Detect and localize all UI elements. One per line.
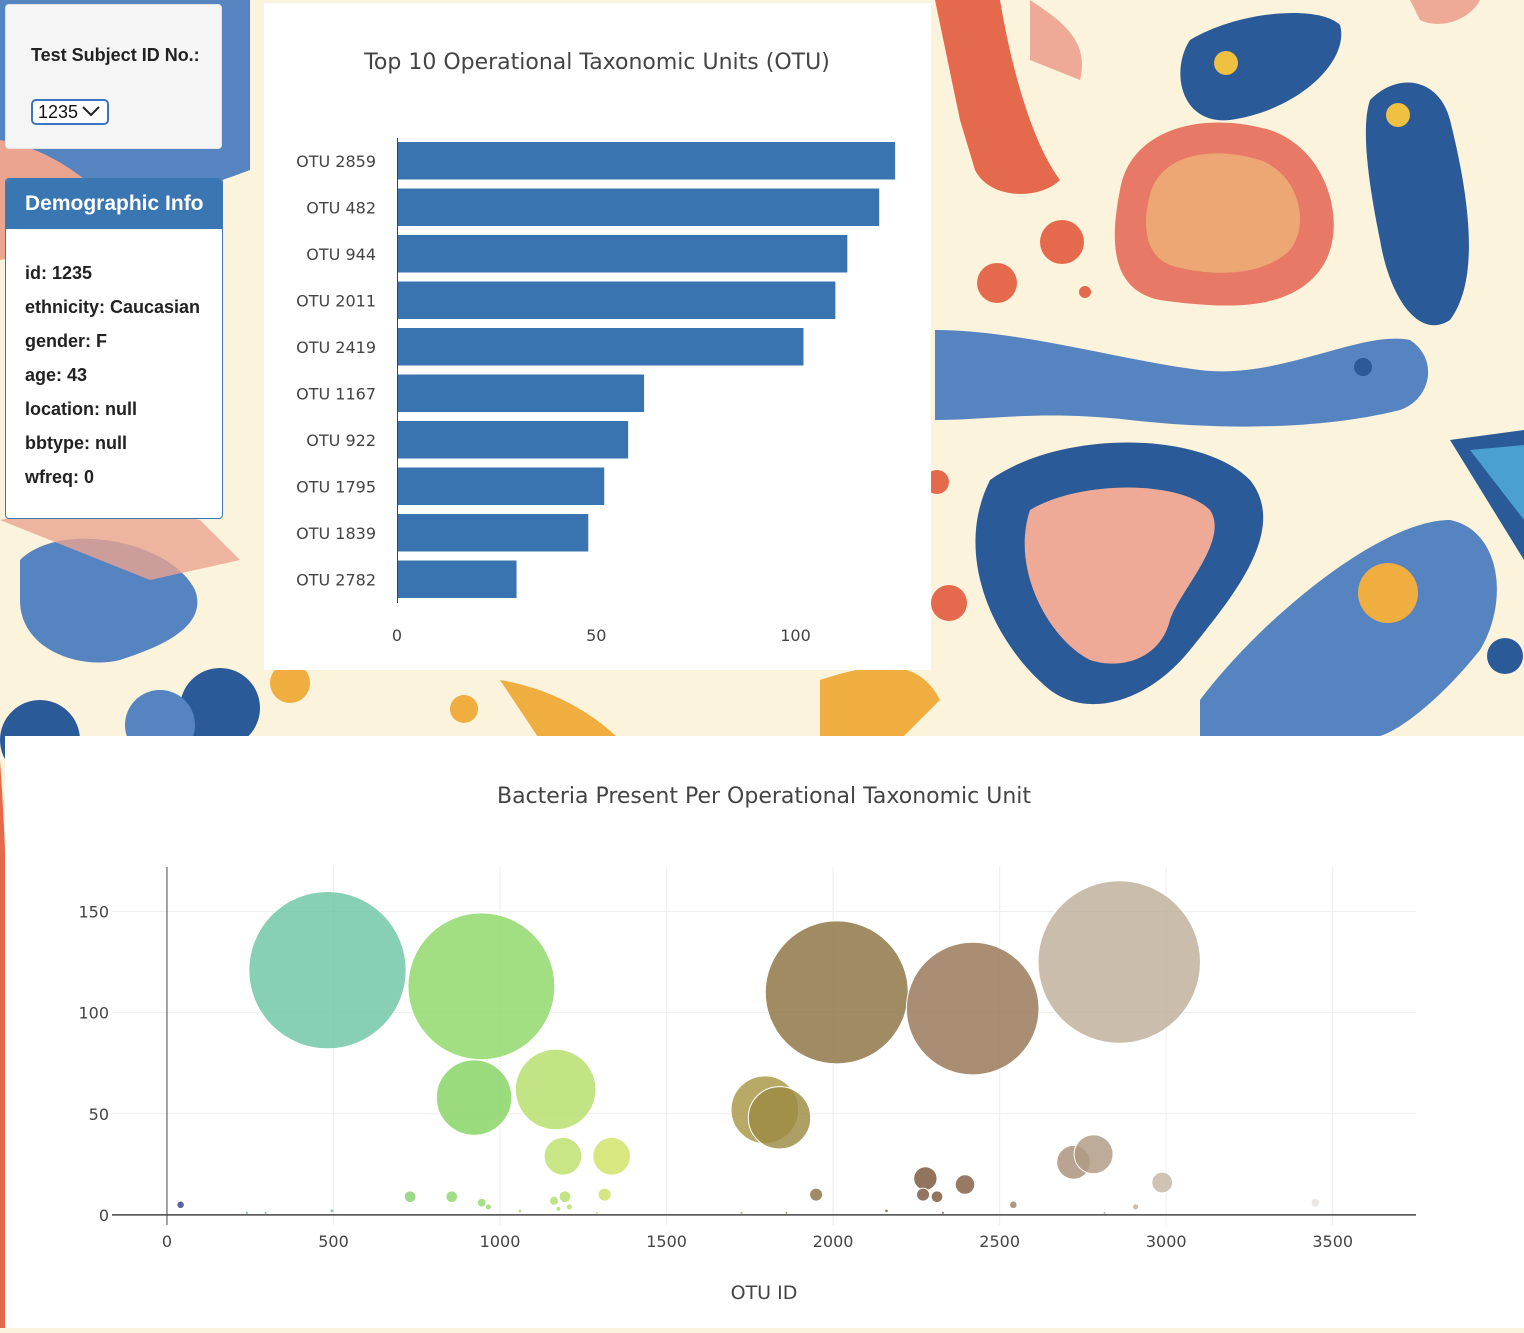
- bubble-otu-965[interactable]: [485, 1204, 491, 1210]
- bar-otu-2782[interactable]: [397, 560, 517, 599]
- bubble-otu-2270[interactable]: [916, 1187, 931, 1202]
- bubble-otu-482[interactable]: [248, 891, 407, 1050]
- bubble-otu-855[interactable]: [445, 1190, 459, 1204]
- bar-x-tick-label: 100: [780, 626, 811, 645]
- bar-category-label: OTU 482: [306, 198, 376, 217]
- bubble-otu-1162[interactable]: [548, 1195, 560, 1206]
- bar-otu-2419[interactable]: [397, 328, 804, 366]
- bar-otu-1839[interactable]: [397, 514, 589, 552]
- bar-category-label: OTU 1839: [296, 524, 376, 543]
- bar-category-label: OTU 2011: [296, 291, 376, 310]
- bar-category-label: OTU 922: [306, 431, 376, 450]
- top-otu-bar-chart-panel: Top 10 Operational Taxonomic Units (OTU)…: [264, 3, 931, 670]
- bubble-otu-1195[interactable]: [558, 1190, 572, 1204]
- bar-category-label: OTU 2782: [296, 570, 376, 589]
- bubble-otu-1291[interactable]: [595, 1211, 598, 1214]
- bubble-x-tick-label: 0: [162, 1232, 172, 1251]
- bubble-otu-1189[interactable]: [543, 1136, 583, 1176]
- bar-otu-944[interactable]: [397, 235, 848, 273]
- bubble-otu-1208[interactable]: [566, 1204, 572, 1210]
- bubble-otu-1175[interactable]: [556, 1206, 561, 1211]
- bubble-otu-2988[interactable]: [1151, 1171, 1174, 1194]
- bubble-otu-240[interactable]: [245, 1211, 248, 1214]
- bar-category-label: OTU 1795: [296, 477, 376, 496]
- bar-category-label: OTU 2859: [296, 152, 376, 171]
- bubble-y-tick-label: 0: [99, 1206, 109, 1225]
- bar-category-label: OTU 944: [306, 245, 376, 264]
- selected-subject-id: 1235: [38, 101, 79, 122]
- demographic-info-heading: Demographic Info: [6, 179, 222, 229]
- bubble-otu-1725[interactable]: [740, 1211, 743, 1214]
- bubble-otu-2419[interactable]: [905, 941, 1040, 1076]
- bar-otu-1167[interactable]: [397, 374, 645, 413]
- bubble-x-tick-label: 1000: [480, 1232, 521, 1251]
- bubble-otu-1949[interactable]: [809, 1187, 824, 1202]
- selector-label: Test Subject ID No.:: [31, 45, 200, 65]
- demo-item-id: id: 1235: [25, 263, 93, 283]
- bubble-otu-2312[interactable]: [930, 1190, 944, 1204]
- bubble-otu-2541[interactable]: [1010, 1201, 1017, 1209]
- top-otu-bar-chart[interactable]: Top 10 Operational Taxonomic Units (OTU)…: [264, 3, 931, 670]
- bar-x-tick-label: 50: [586, 626, 606, 645]
- bubble-otu-730[interactable]: [403, 1190, 417, 1204]
- subject-id-select[interactable]: 1235: [31, 99, 109, 125]
- demographic-info-panel: Demographic Info id: 1235 ethnicity: Cau…: [5, 178, 223, 519]
- bubble-x-tick-label: 500: [318, 1232, 349, 1251]
- bubble-otu-2160[interactable]: [885, 1209, 888, 1213]
- bubble-otu-1060[interactable]: [518, 1209, 522, 1213]
- bubble-otu-2782[interactable]: [1073, 1134, 1114, 1175]
- bar-x-tick-label: 0: [392, 626, 402, 645]
- bubble-otu-3448[interactable]: [1311, 1198, 1320, 1207]
- subject-selector-panel: Test Subject ID No.: 1235: [5, 4, 222, 149]
- bubble-otu-296[interactable]: [264, 1211, 267, 1214]
- bubble-otu-2815[interactable]: [1103, 1211, 1106, 1214]
- demo-item-ethnicity: ethnicity: Caucasian: [25, 297, 201, 317]
- bubble-otu-1839[interactable]: [747, 1086, 812, 1150]
- bubble-x-tick-label: 2000: [813, 1232, 854, 1251]
- bubble-otu-1314[interactable]: [597, 1187, 612, 1202]
- bubble-x-tick-label: 3000: [1146, 1232, 1187, 1251]
- demo-item-bbtype: bbtype: null: [25, 433, 127, 453]
- bubble-otu-1167[interactable]: [514, 1048, 597, 1131]
- bar-otu-922[interactable]: [397, 421, 629, 459]
- bubble-y-tick-label: 100: [78, 1004, 109, 1023]
- bubble-chart-panel: Bacteria Present Per Operational Taxonom…: [5, 736, 1524, 1328]
- bar-chart-title: Top 10 Operational Taxonomic Units (OTU): [363, 50, 830, 75]
- bubble-y-tick-label: 150: [78, 902, 109, 921]
- bar-category-label: OTU 1167: [296, 384, 376, 403]
- demo-item-wfreq: wfreq: 0: [25, 467, 95, 487]
- bubble-x-tick-label: 3500: [1312, 1232, 1353, 1251]
- bubble-otu-41[interactable]: [177, 1201, 184, 1209]
- bar-otu-2859[interactable]: [397, 142, 896, 180]
- bar-otu-482[interactable]: [397, 188, 880, 227]
- demo-item-age: age: 43: [25, 365, 88, 385]
- bubble-otu-2011[interactable]: [764, 920, 909, 1065]
- bubble-y-tick-label: 50: [89, 1105, 109, 1124]
- bubble-otu-922[interactable]: [435, 1059, 513, 1136]
- chevron-down-icon: [82, 106, 100, 117]
- demo-item-location: location: null: [25, 399, 137, 419]
- bubble-otu-2396[interactable]: [954, 1174, 976, 1195]
- bar-category-label: OTU 2419: [296, 338, 376, 357]
- bubble-otu-1860[interactable]: [785, 1211, 788, 1214]
- demo-item-gender: gender: F: [25, 331, 108, 351]
- bubble-otu-495[interactable]: [330, 1209, 334, 1213]
- bubble-otu-2859[interactable]: [1037, 880, 1201, 1044]
- bubble-otu-944[interactable]: [407, 912, 556, 1061]
- bubble-otu-2277[interactable]: [913, 1166, 938, 1191]
- demographic-list: id: 1235 ethnicity: Caucasian gender: F …: [6, 229, 222, 487]
- bar-otu-1795[interactable]: [397, 467, 605, 506]
- bubble-otu-2330[interactable]: [942, 1211, 945, 1214]
- bubble-x-tick-label: 1500: [646, 1232, 687, 1251]
- bubble-chart-title: Bacteria Present Per Operational Taxonom…: [497, 784, 1031, 809]
- bubble-otu-945[interactable]: [477, 1198, 486, 1207]
- bubble-x-tick-label: 2500: [979, 1232, 1020, 1251]
- bubble-otu-2908[interactable]: [1132, 1204, 1139, 1210]
- bar-otu-2011[interactable]: [397, 281, 836, 320]
- bubble-otu-1335[interactable]: [592, 1136, 631, 1176]
- bacteria-bubble-chart[interactable]: Bacteria Present Per Operational Taxonom…: [5, 736, 1524, 1328]
- bubble-x-axis-label: OTU ID: [731, 1282, 798, 1304]
